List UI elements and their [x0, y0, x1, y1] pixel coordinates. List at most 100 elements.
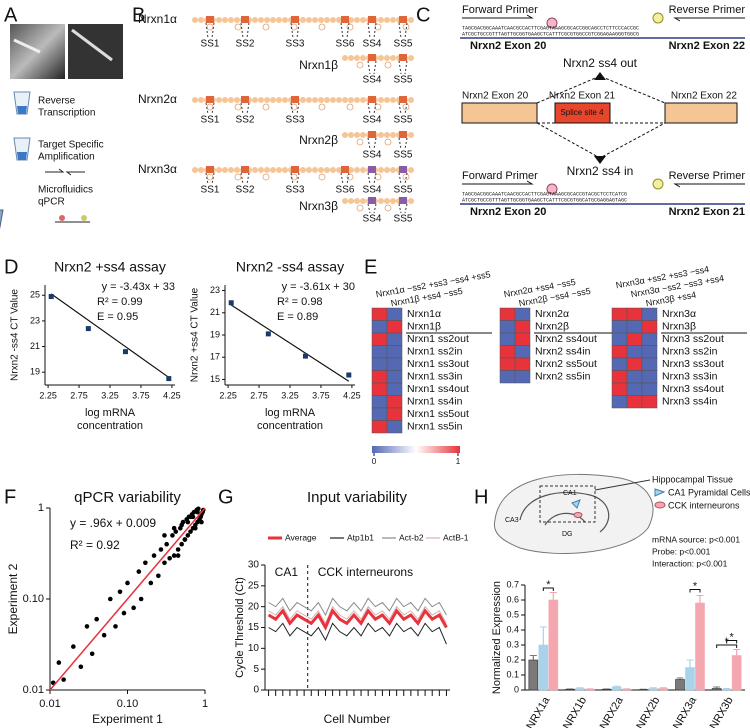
legend-label: Hippocampal Tissue: [652, 474, 733, 484]
splice-lines: [367, 172, 377, 185]
domain-bead: [348, 167, 354, 173]
fit-annotation: y = .96x + 0.009: [70, 516, 156, 530]
y-tick-label: 0.7: [506, 579, 519, 589]
site-label: SS4: [363, 39, 382, 50]
domain-bead: [192, 17, 198, 23]
colorbar-label: 0: [372, 457, 377, 466]
splice-lines: [367, 137, 377, 150]
domain-bead: [336, 167, 342, 173]
panel-label: A: [4, 4, 18, 26]
linker-loop: [402, 173, 410, 181]
x-axis-title: log mRNA: [85, 407, 136, 419]
primer-arrow: [462, 14, 534, 19]
domain-bead: [408, 132, 414, 138]
splice-exon: [206, 166, 214, 173]
site-label: SS4: [363, 115, 382, 126]
domain-bead: [360, 17, 366, 23]
y-tick-label: 0.10: [23, 593, 44, 605]
hippocampus: [519, 491, 610, 533]
y-axis-title: Experiment 2: [6, 563, 20, 634]
linker-loop: [234, 23, 242, 31]
domain-bead: [354, 97, 360, 103]
primer-label: Reverse Primer: [669, 170, 746, 182]
linker-loop: [318, 173, 326, 181]
domain-bead: [312, 17, 318, 23]
legend-label: Average: [285, 532, 317, 542]
y-tick-label: 21: [210, 307, 220, 317]
linker-loop: [356, 61, 364, 69]
splice-exon: [399, 16, 407, 23]
exon-label: Nrxn2 Exon 22: [669, 40, 745, 52]
heatmap-cell: [641, 320, 658, 334]
splice-exon: [206, 96, 214, 103]
heatmap-cell: [371, 370, 388, 384]
region-label: CCK interneurons: [318, 565, 413, 579]
domain-bead: [378, 132, 384, 138]
step-label: Transcription: [38, 108, 95, 119]
site-label: SS1: [201, 39, 220, 50]
domain-bead: [348, 198, 354, 204]
y-tick-label: 0: [514, 684, 519, 694]
splice-exon: [399, 54, 407, 61]
probe: [652, 178, 664, 190]
exon-label: Nrxn2 Exon 21: [549, 91, 616, 102]
domain-bead: [282, 97, 288, 103]
heatmap-cell: [499, 345, 516, 359]
splice-path: [536, 122, 666, 159]
y-tick-label: 0.3: [506, 639, 519, 649]
heatmap-cell: [386, 320, 403, 334]
primer-arrows: [45, 168, 85, 176]
domain-bead: [348, 55, 354, 61]
domain-bead: [312, 167, 318, 173]
site-label: SS5: [394, 39, 413, 50]
domain-bead: [270, 17, 276, 23]
pointer: [594, 479, 651, 491]
x-tick-label: 4.25: [163, 390, 181, 400]
point: [158, 547, 164, 552]
heatmap-cell: [626, 320, 643, 334]
splice-exon: [368, 54, 376, 61]
point: [131, 605, 136, 611]
splice-lines: [290, 102, 300, 115]
domain-bead: [324, 97, 330, 103]
y-tick-label: 17: [210, 352, 220, 362]
chart-title: qPCR variability: [74, 489, 181, 506]
domain-bead: [252, 167, 258, 173]
heatmap-cell: [371, 357, 388, 371]
region-label: CA1: [275, 565, 299, 579]
exon-label: Nrxn2 Exon 20: [462, 91, 529, 102]
gene-name: Nrxn1β: [299, 58, 338, 72]
domain-bead: [378, 17, 384, 23]
domain-bead: [390, 97, 396, 103]
chart-title: Nrxn2 +ss4 assay: [54, 259, 166, 275]
point: [228, 300, 234, 306]
domain-bead: [216, 167, 222, 173]
bar: [685, 667, 695, 691]
row-label: Nrxn1 ss5in: [407, 421, 463, 433]
primer-label: Reverse Primer: [669, 4, 746, 16]
sig-bracket: [542, 587, 554, 591]
domain-bead: [384, 198, 390, 204]
region-label: DG: [562, 531, 573, 538]
domain-bead: [408, 55, 414, 61]
splice-exon: [291, 16, 299, 23]
domain-bead: [252, 17, 258, 23]
point: [151, 553, 157, 558]
domain-bead: [228, 17, 234, 23]
domain-bead: [276, 167, 282, 173]
heatmap-cell: [371, 395, 388, 409]
domain-bead: [408, 17, 414, 23]
sig-star: *: [546, 579, 551, 591]
heatmap-cell: [499, 307, 516, 321]
linker-loop: [402, 103, 410, 111]
splice-exon: [291, 96, 299, 103]
panel-label: E: [364, 256, 377, 278]
gene-name: Nrxn2α: [138, 92, 177, 106]
splice-lines: [398, 203, 408, 214]
site-label: SS3: [286, 115, 305, 126]
point: [195, 509, 200, 515]
y-tick-label: 19: [30, 367, 40, 377]
point: [48, 294, 54, 300]
row-label: Nrxn3 ss3in: [662, 371, 718, 383]
y-tick-label: 25: [248, 580, 260, 591]
